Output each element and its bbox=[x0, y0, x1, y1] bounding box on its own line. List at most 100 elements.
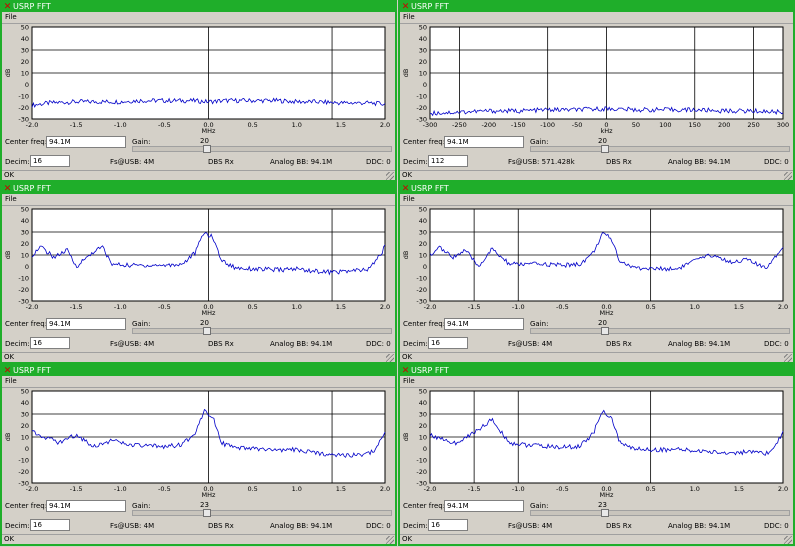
menubar: File bbox=[2, 376, 395, 388]
resize-grip-icon[interactable] bbox=[386, 354, 394, 362]
gain-slider-thumb[interactable] bbox=[203, 509, 211, 517]
sample-rate-text: Fs@USB: 4M bbox=[508, 522, 553, 530]
y-axis-label: dB bbox=[4, 69, 12, 78]
gain-slider-thumb[interactable] bbox=[601, 509, 609, 517]
gain-slider[interactable] bbox=[530, 327, 790, 335]
y-axis-label: dB bbox=[402, 69, 410, 78]
menu-file[interactable]: File bbox=[5, 13, 17, 21]
fft-trace bbox=[31, 408, 386, 458]
gain-label: Gain: bbox=[132, 138, 151, 146]
y-tick-label: -10 bbox=[416, 457, 427, 465]
x-tick-label: 1.5 bbox=[336, 303, 346, 311]
y-tick-label: 40 bbox=[21, 217, 29, 225]
close-icon[interactable]: ✕ bbox=[3, 2, 12, 12]
x-tick-label: 200 bbox=[718, 121, 730, 129]
decim-input[interactable]: 16 bbox=[30, 155, 70, 167]
decim-input[interactable]: 16 bbox=[428, 337, 468, 349]
resize-grip-icon[interactable] bbox=[784, 354, 792, 362]
y-tick-label: 50 bbox=[419, 24, 427, 32]
menu-file[interactable]: File bbox=[403, 377, 415, 385]
center-freq-label: Center freq: bbox=[403, 138, 446, 146]
center-freq-input[interactable]: 94.1M bbox=[46, 500, 126, 512]
resize-grip-icon[interactable] bbox=[386, 172, 394, 180]
y-tick-label: 10 bbox=[419, 252, 427, 260]
y-tick-label: 30 bbox=[419, 229, 427, 237]
gain-slider[interactable] bbox=[132, 327, 392, 335]
gain-value: 20 bbox=[598, 319, 607, 327]
close-icon[interactable]: ✕ bbox=[3, 184, 12, 194]
center-freq-label: Center freq: bbox=[5, 320, 48, 328]
x-tick-label: 0.5 bbox=[247, 303, 257, 311]
fft-trace bbox=[429, 105, 784, 117]
close-icon[interactable]: ✕ bbox=[401, 2, 410, 12]
y-tick-label: 30 bbox=[21, 47, 29, 55]
window-titlebar[interactable]: ✕ USRP FFT bbox=[2, 184, 395, 194]
window-titlebar[interactable]: ✕ USRP FFT bbox=[400, 366, 793, 376]
center-freq-label: Center freq: bbox=[5, 138, 48, 146]
y-tick-label: -20 bbox=[18, 286, 29, 294]
menu-file[interactable]: File bbox=[403, 13, 415, 21]
decim-input[interactable]: 16 bbox=[30, 519, 70, 531]
close-icon[interactable]: ✕ bbox=[3, 366, 12, 376]
gain-value: 20 bbox=[598, 137, 607, 145]
x-tick-label: 2.0 bbox=[380, 485, 390, 493]
gain-slider-thumb[interactable] bbox=[601, 145, 609, 153]
center-freq-input[interactable]: 94.1M bbox=[46, 136, 126, 148]
analog-bb-text: Analog BB: 94.1M bbox=[270, 522, 333, 530]
ddc-mode-text: DBS Rx bbox=[208, 158, 234, 166]
x-axis-label: MHz bbox=[202, 491, 216, 498]
x-tick-label: -1.0 bbox=[512, 485, 525, 493]
center-freq-input[interactable]: 94.1M bbox=[444, 318, 524, 330]
gain-slider[interactable] bbox=[530, 509, 790, 517]
center-freq-input[interactable]: 94.1M bbox=[444, 500, 524, 512]
fft-window: ✕ USRP FFT File 50 40 30 20 10 0 -10 -20 -30 -300 -25… bbox=[398, 0, 795, 182]
x-tick-label: -150 bbox=[511, 121, 526, 129]
x-tick-label: 150 bbox=[689, 121, 701, 129]
gain-slider-thumb[interactable] bbox=[601, 327, 609, 335]
fft-plot: 50 40 30 20 10 0 -10 -20 -30-2.0 -1.5 -1.0 -0.5 0.0 0… bbox=[402, 388, 788, 498]
resize-grip-icon[interactable] bbox=[386, 536, 394, 544]
window-titlebar[interactable]: ✕ USRP FFT bbox=[400, 2, 793, 12]
x-tick-label: -1.0 bbox=[114, 121, 127, 129]
gain-slider[interactable] bbox=[530, 145, 790, 153]
window-titlebar[interactable]: ✕ USRP FFT bbox=[2, 2, 395, 12]
y-tick-label: 10 bbox=[21, 252, 29, 260]
x-axis-label: kHz bbox=[600, 127, 613, 134]
controls-panel: Center freq: 94.1M Gain: 20 Decim: 112 Fs@USB:… bbox=[400, 136, 793, 172]
decim-input[interactable]: 16 bbox=[30, 337, 70, 349]
y-tick-label: 40 bbox=[419, 217, 427, 225]
y-tick-label: 40 bbox=[21, 35, 29, 43]
resize-grip-icon[interactable] bbox=[784, 536, 792, 544]
y-tick-label: -20 bbox=[18, 468, 29, 476]
x-tick-label: -1.5 bbox=[468, 485, 481, 493]
x-tick-label: 1.5 bbox=[336, 485, 346, 493]
x-tick-label: -1.0 bbox=[114, 485, 127, 493]
resize-grip-icon[interactable] bbox=[784, 172, 792, 180]
y-tick-label: 50 bbox=[21, 206, 29, 214]
menubar: File bbox=[400, 12, 793, 24]
x-tick-label: -2.0 bbox=[26, 121, 39, 129]
x-tick-label: 1.0 bbox=[292, 121, 302, 129]
x-tick-label: 300 bbox=[777, 121, 789, 129]
gain-slider-thumb[interactable] bbox=[203, 145, 211, 153]
window-titlebar[interactable]: ✕ USRP FFT bbox=[2, 366, 395, 376]
menu-file[interactable]: File bbox=[403, 195, 415, 203]
decim-input[interactable]: 16 bbox=[428, 519, 468, 531]
ddc-mode-text: DBS Rx bbox=[606, 158, 632, 166]
close-icon[interactable]: ✕ bbox=[401, 184, 410, 194]
gain-slider[interactable] bbox=[132, 509, 392, 517]
menu-file[interactable]: File bbox=[5, 377, 17, 385]
y-tick-label: 50 bbox=[419, 206, 427, 214]
x-tick-label: 1.0 bbox=[292, 485, 302, 493]
y-tick-label: -10 bbox=[18, 457, 29, 465]
y-tick-label: 50 bbox=[21, 388, 29, 396]
status-bar: OK bbox=[2, 534, 395, 544]
gain-slider-thumb[interactable] bbox=[203, 327, 211, 335]
gain-slider[interactable] bbox=[132, 145, 392, 153]
center-freq-input[interactable]: 94.1M bbox=[444, 136, 524, 148]
center-freq-input[interactable]: 94.1M bbox=[46, 318, 126, 330]
close-icon[interactable]: ✕ bbox=[401, 366, 410, 376]
window-titlebar[interactable]: ✕ USRP FFT bbox=[400, 184, 793, 194]
decim-input[interactable]: 112 bbox=[428, 155, 468, 167]
menu-file[interactable]: File bbox=[5, 195, 17, 203]
